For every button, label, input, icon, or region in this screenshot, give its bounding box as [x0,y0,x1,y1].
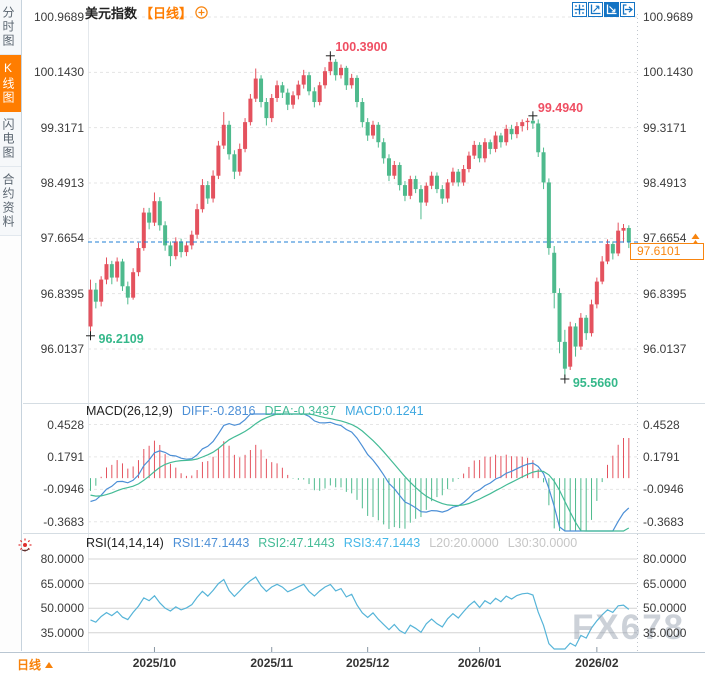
rsi-l30-value: L30:30.0000 [507,536,578,550]
sidebar-tab-2[interactable]: 闪电图 [0,112,21,167]
chart-type-sidebar: 分时图 K线图 闪电图 合约资料 [0,0,22,651]
date-axis-label-3: 2026/01 [457,656,502,670]
date-axis-label-4: 2026/02 [575,656,619,670]
period-up-triangle-icon [45,661,54,668]
sidebar-tab-0[interactable]: 分时图 [0,0,21,55]
chart-title: 美元指数 【日线】 [85,3,208,22]
sidebar-tab-1[interactable]: K线图 [0,55,21,112]
sidebar-tab-3[interactable]: 合约资料 [0,167,21,236]
circle-plus-icon[interactable] [195,6,208,19]
period-tag: 【日线】 [140,6,193,21]
rsi1-value: RSI1:47.1443 [172,536,250,550]
macd-diff-value: DIFF:-0.2816 [181,404,256,418]
live-flash-icon [18,538,32,552]
scale-left-button[interactable] [588,2,603,17]
macd-title: MACD(26,12,9) [86,404,173,418]
date-axis-label-2: 2025/12 [345,656,390,670]
period-selector[interactable]: 日线 [17,656,54,673]
rsi2-value: RSI2:47.1443 [258,536,335,550]
date-axis-label-1: 2025/11 [250,656,294,670]
rsi-legend: RSI(14,14,14) RSI1:47.1443 RSI2:47.1443 … [86,536,577,550]
date-axis-label-0: 2025/10 [132,656,177,670]
period-selector-label: 日线 [17,658,42,672]
time-axis-bar: 日线 2025/10 2025/11 2025/12 2026/01 2026/02 [0,652,705,673]
rsi3-value: RSI3:47.1443 [343,536,421,550]
macd-legend: MACD(26,12,9) DIFF:-0.2816 DEA:-0.3437 M… [86,404,424,418]
macd-dea-value: DEA:-0.3437 [264,404,337,418]
rsi-l20-value: L20:20.0000 [429,536,499,550]
crosshair-tool-button[interactable] [572,2,587,17]
scale-right-button-active[interactable] [604,2,619,17]
macd-hist-value: MACD:0.1241 [345,404,424,418]
chart-toolbar [572,2,635,17]
rsi-title: RSI(14,14,14) [86,536,164,550]
pan-right-button[interactable] [620,2,635,17]
current-price-badge: 97.6101 [630,243,704,260]
symbol-name: 美元指数 [85,6,138,21]
